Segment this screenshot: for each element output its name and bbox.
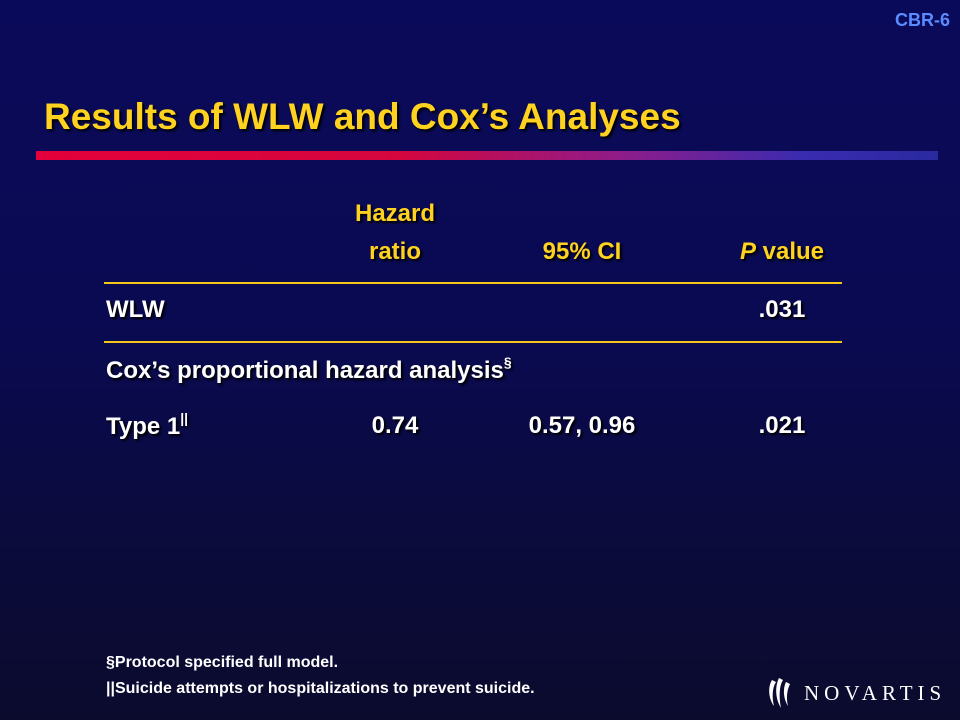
- slide-id: CBR-6: [894, 10, 950, 30]
- novartis-logo: NOVARTIS: [766, 676, 946, 710]
- footnote-protocol: §Protocol specified full model.: [106, 654, 339, 671]
- header-p-rest: value: [755, 238, 825, 265]
- row-type1-label: Type 1||: [106, 410, 189, 441]
- title-underline-bar: [36, 151, 938, 160]
- table-rule-mid: [104, 341, 842, 343]
- header-ci: 95% CI: [542, 238, 622, 265]
- row-wlw-p: .031: [758, 296, 806, 323]
- novartis-logo-text: NOVARTIS: [804, 680, 947, 705]
- row-wlw-label: WLW: [106, 296, 165, 323]
- row-type1-footnote-mark: ||: [180, 410, 189, 426]
- header-hazard-line2: ratio: [368, 238, 421, 265]
- row-cox-label-text: Cox’s proportional hazard analysis: [106, 357, 504, 384]
- row-type1-p: .021: [758, 412, 806, 439]
- row-type1-hazard-ratio: 0.74: [371, 412, 419, 439]
- header-p-value: P value: [712, 238, 852, 266]
- row-type1-label-text: Type 1: [106, 413, 181, 440]
- slide-title: Results of WLW and Cox’s Analyses: [44, 96, 681, 137]
- row-type1-ci: 0.57, 0.96: [528, 412, 636, 439]
- novartis-flame-icon: [769, 678, 790, 708]
- row-cox-label: Cox’s proportional hazard analysis§: [106, 354, 512, 385]
- row-cox-footnote-mark: §: [503, 354, 512, 370]
- header-p-italic: P: [739, 238, 756, 265]
- footnote-suicide: ||Suicide attempts or hospitalizations t…: [106, 680, 535, 697]
- table-rule-top: [104, 282, 842, 284]
- header-hazard-line1: Hazard: [354, 200, 436, 227]
